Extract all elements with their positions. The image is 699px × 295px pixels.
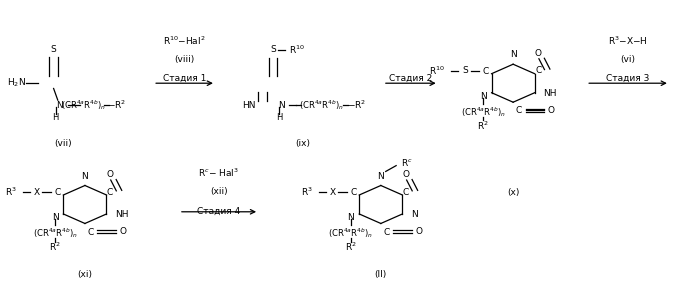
- Text: NH: NH: [115, 210, 129, 219]
- Text: N: N: [82, 172, 88, 181]
- Text: S: S: [270, 45, 276, 54]
- Text: X: X: [34, 188, 40, 196]
- Text: R$^2$: R$^2$: [49, 241, 61, 253]
- Text: (vii): (vii): [54, 139, 71, 148]
- Text: (ix): (ix): [296, 139, 310, 148]
- Text: C: C: [516, 106, 522, 115]
- Text: R$^c$: R$^c$: [401, 157, 413, 168]
- Text: R$^{10}$: R$^{10}$: [289, 43, 305, 56]
- Text: C: C: [383, 228, 389, 237]
- Text: (xi): (xi): [78, 270, 92, 279]
- Text: NH: NH: [543, 89, 556, 98]
- Text: N: N: [480, 92, 487, 101]
- Text: N: N: [279, 101, 285, 110]
- Text: C: C: [483, 67, 489, 76]
- Text: R$^2$: R$^2$: [345, 241, 356, 253]
- Text: C: C: [535, 66, 541, 75]
- Text: C: C: [403, 188, 409, 196]
- Text: R$^3$: R$^3$: [301, 186, 313, 198]
- Text: R$^{10}$: R$^{10}$: [429, 65, 445, 77]
- Text: (II): (II): [375, 270, 387, 279]
- Text: H: H: [52, 113, 59, 122]
- Text: N: N: [347, 213, 354, 222]
- Text: R$^c$$-$ Hal$^3$: R$^c$$-$ Hal$^3$: [199, 166, 239, 178]
- Text: H: H: [276, 113, 282, 122]
- Text: (CR$^{4a}$R$^{4b}$)$_n$: (CR$^{4a}$R$^{4b}$)$_n$: [329, 226, 373, 240]
- Text: N: N: [510, 50, 517, 59]
- Text: (vi): (vi): [621, 55, 635, 64]
- Text: (CR$^{4a}$R$^{4b}$)$_n$: (CR$^{4a}$R$^{4b}$)$_n$: [33, 226, 78, 240]
- Text: $-$R$^2$: $-$R$^2$: [347, 99, 366, 111]
- Text: Стадия 4: Стадия 4: [197, 206, 240, 215]
- Text: R$^{10}$$-$Hal$^2$: R$^{10}$$-$Hal$^2$: [164, 35, 206, 47]
- Text: C: C: [351, 188, 356, 197]
- Text: $-$R$^2$: $-$R$^2$: [108, 99, 127, 111]
- Text: O: O: [120, 227, 127, 236]
- Text: N: N: [412, 210, 418, 219]
- Text: O: O: [548, 106, 555, 115]
- Text: C: C: [87, 228, 94, 237]
- Text: Стадия 2: Стадия 2: [389, 74, 433, 83]
- Text: Стадия 1: Стадия 1: [163, 74, 206, 83]
- Text: X: X: [330, 188, 336, 196]
- Text: (CR$^{4a}$R$^{4b}$)$_n$: (CR$^{4a}$R$^{4b}$)$_n$: [299, 98, 344, 112]
- Text: (CR$^{4a}$R$^{4b}$)$_n$: (CR$^{4a}$R$^{4b}$)$_n$: [461, 105, 505, 119]
- Text: R$^3$$-$X$-$H: R$^3$$-$X$-$H: [608, 35, 648, 47]
- Text: Стадия 3: Стадия 3: [606, 74, 649, 83]
- Text: O: O: [416, 227, 423, 236]
- Text: O: O: [403, 170, 410, 179]
- Text: (x): (x): [507, 188, 519, 197]
- Text: O: O: [106, 170, 113, 179]
- Text: H$_2$N: H$_2$N: [7, 77, 26, 89]
- Text: R$^3$: R$^3$: [6, 186, 17, 198]
- Text: N: N: [52, 213, 59, 222]
- Text: S: S: [462, 66, 468, 75]
- Text: N: N: [56, 101, 62, 110]
- Text: (CR$^{4a}$R$^{4b}$)$_n$: (CR$^{4a}$R$^{4b}$)$_n$: [61, 98, 106, 112]
- Text: HN: HN: [242, 101, 255, 110]
- Text: S: S: [51, 45, 57, 54]
- Text: O: O: [535, 49, 542, 58]
- Text: (viii): (viii): [174, 55, 194, 64]
- Text: C: C: [55, 188, 61, 197]
- Text: N: N: [377, 172, 384, 181]
- Text: R$^2$: R$^2$: [477, 119, 489, 132]
- Text: (xii): (xii): [210, 187, 227, 196]
- Text: C: C: [107, 188, 113, 196]
